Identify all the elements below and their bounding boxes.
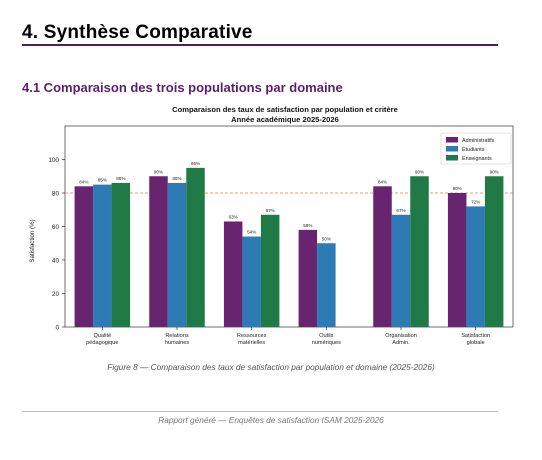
x-tick-label: Ressources xyxy=(237,333,267,339)
bar-enseignants xyxy=(111,182,131,327)
page-footer: Rapport généré — Enquêtes de satisfactio… xyxy=(158,415,384,425)
x-tick-label: globale xyxy=(467,340,485,346)
y-tick-label: 80 xyxy=(52,190,60,197)
bar-administratifs xyxy=(373,186,392,327)
y-tick-label: 20 xyxy=(52,291,60,298)
x-tick-label: Outils xyxy=(319,333,334,339)
x-tick-label: pédagogique xyxy=(86,340,118,346)
x-tick-label: Satisfaction xyxy=(461,333,490,339)
legend-swatch xyxy=(446,137,458,143)
y-tick-label: 100 xyxy=(48,157,59,164)
bar-administratifs xyxy=(223,221,243,327)
bar-value-label: 50% xyxy=(322,236,331,241)
bar-value-label: 72% xyxy=(471,199,480,204)
x-tick-label: Relations xyxy=(165,333,189,339)
bar-enseignants xyxy=(410,176,429,327)
x-tick-label: humaines xyxy=(165,340,189,346)
y-tick-label: 40 xyxy=(52,257,60,264)
bar-enseignants xyxy=(260,214,280,327)
bar-value-label: 84% xyxy=(79,179,88,184)
bar-value-label: 84% xyxy=(378,179,387,184)
bar-value-label: 85% xyxy=(98,178,107,183)
bar-étudiants xyxy=(391,214,411,327)
bar-enseignants xyxy=(186,167,205,327)
bar-étudiants xyxy=(242,236,261,327)
bar-value-label: 90% xyxy=(490,169,499,174)
y-axis-label: Satisfaction (%) xyxy=(29,219,36,262)
section-title: 4. Synthèse Comparative xyxy=(22,22,253,43)
legend-box xyxy=(440,132,512,165)
y-tick-label: 60 xyxy=(52,224,60,231)
bar-étudiants xyxy=(466,206,485,327)
bar-étudiants xyxy=(317,243,336,327)
bar-value-label: 54% xyxy=(247,230,256,235)
bar-étudiants xyxy=(93,184,112,327)
chart-title: Comparaison des taux de satisfaction par… xyxy=(172,105,398,114)
bar-value-label: 80% xyxy=(453,186,462,191)
bar-étudiants xyxy=(167,182,187,327)
bar-enseignants xyxy=(484,176,504,327)
legend-label: Enseignants xyxy=(462,156,492,162)
footer-divider xyxy=(22,411,498,412)
bar-administratifs xyxy=(74,186,94,327)
x-tick-label: Qualité xyxy=(93,333,111,339)
x-tick-label: Organisation xyxy=(385,333,417,339)
bar-value-label: 67% xyxy=(396,208,405,213)
bar-value-label: 67% xyxy=(266,208,275,213)
legend-swatch xyxy=(446,155,458,161)
bar-value-label: 90% xyxy=(154,169,163,174)
x-tick-label: Admin. xyxy=(392,340,410,346)
x-tick-label: numériques xyxy=(312,340,341,346)
bar-value-label: 90% xyxy=(415,169,424,174)
bar-administratifs xyxy=(298,229,318,327)
bar-administratifs xyxy=(447,193,467,327)
figure-caption: Figure 8 — Comparaison des taux de satis… xyxy=(107,362,435,372)
chart-legend: Administratifs Étudiants Enseignants xyxy=(440,132,512,165)
bar-administratifs xyxy=(149,176,168,327)
bar-value-label: 58% xyxy=(303,223,312,228)
subsection-title: 4.1 Comparaison des trois populations pa… xyxy=(22,80,343,95)
title-underline xyxy=(22,44,498,46)
satisfaction-bar-chart: Comparaison des taux de satisfaction par… xyxy=(29,105,514,346)
y-tick-label: 0 xyxy=(55,324,59,331)
bar-value-label: 95% xyxy=(191,161,200,166)
legend-label: Administratifs xyxy=(462,138,495,144)
bar-value-label: 86% xyxy=(116,176,125,181)
chart-subtitle: Année académique 2025-2026 xyxy=(231,115,339,124)
x-tick-label: matérielles xyxy=(238,340,265,346)
legend-swatch xyxy=(446,146,458,152)
bar-value-label: 86% xyxy=(172,176,181,181)
legend-label: Étudiants xyxy=(462,146,485,153)
bar-value-label: 63% xyxy=(229,214,238,219)
